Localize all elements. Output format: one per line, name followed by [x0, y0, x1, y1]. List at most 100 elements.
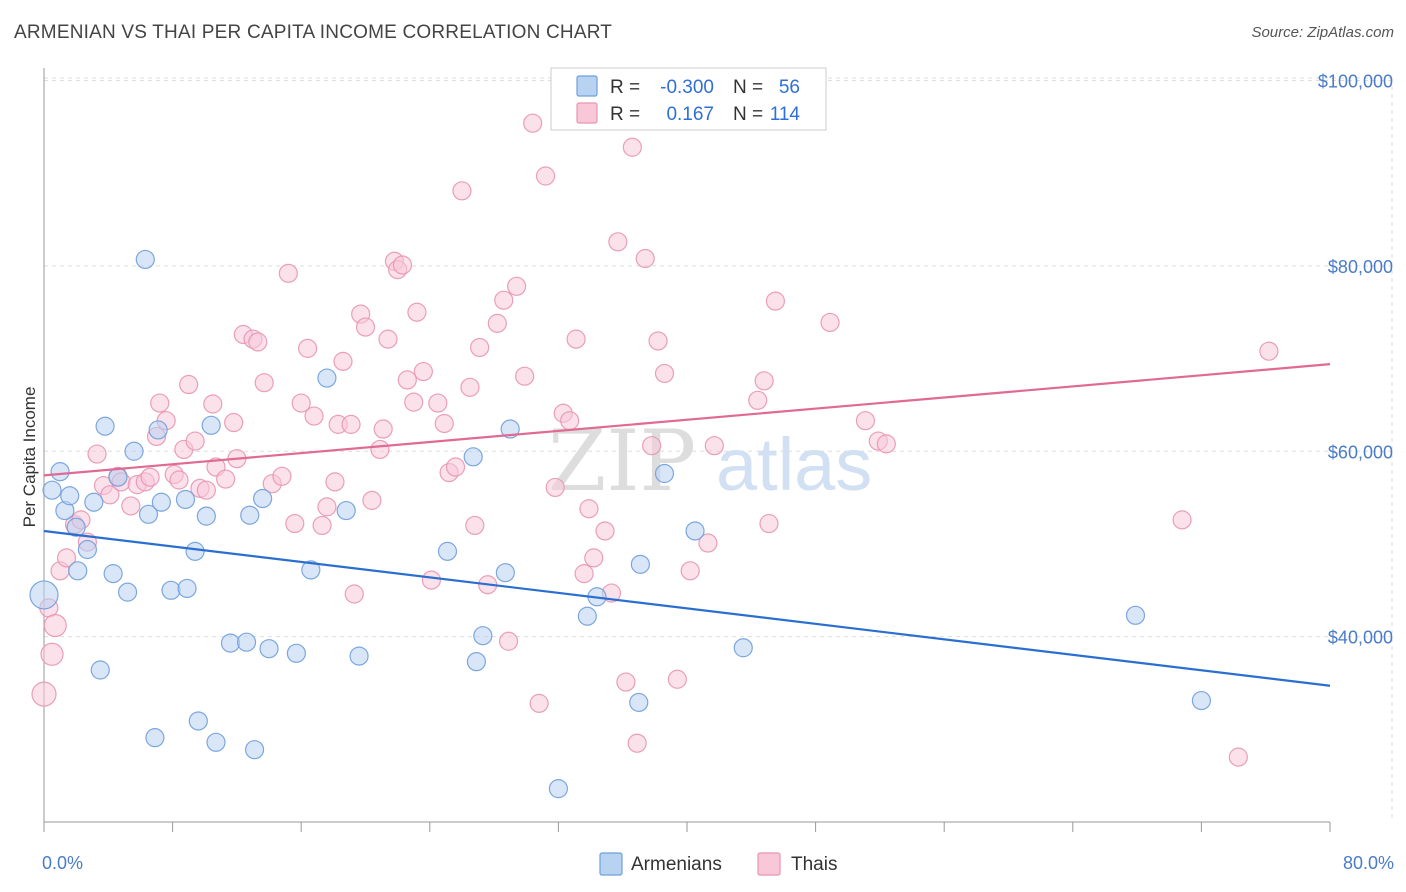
thais-trend-line: [43, 363, 1331, 477]
thais-point-72: [470, 337, 490, 358]
thais-point-59: [392, 255, 413, 275]
thais-point-53: [362, 490, 382, 510]
armenians-point-10: [95, 416, 115, 436]
thais-point-25: [185, 431, 205, 451]
thais-point-101: [698, 533, 718, 553]
thais-point-74: [487, 313, 507, 333]
thais-point-85: [566, 329, 586, 349]
thais-point-113: [1259, 341, 1279, 361]
armenians-point-7: [77, 539, 98, 560]
thais-point-2: [40, 642, 64, 666]
armenians-point-5: [66, 517, 86, 537]
armenians-point-2: [50, 462, 70, 482]
thais-point-105: [759, 513, 779, 534]
thais-point-48: [333, 351, 353, 371]
thais-point-78: [515, 366, 535, 386]
y-tick-label-3: $100,000: [1318, 72, 1393, 92]
source-label: Source: ZipAtlas.com: [1251, 24, 1394, 41]
armenians-point-21: [175, 489, 196, 510]
legend-thais-marker: [757, 852, 781, 876]
armenians-point-4: [60, 486, 80, 506]
legend-armenians-n-label: N =: [733, 77, 763, 98]
thais-point-76: [498, 631, 519, 651]
armenians-points: [29, 249, 1212, 799]
thais-point-93: [622, 137, 642, 157]
thais-point-68: [445, 457, 466, 477]
thais-point-52: [355, 317, 376, 337]
armenians-point-17: [145, 728, 165, 748]
y-tick-labels: $40,000 $60,000 $80,000 $100,000: [1318, 72, 1393, 648]
legend-thais-swatch: [576, 102, 598, 124]
armenians-point-27: [206, 732, 226, 752]
thais-point-96: [642, 436, 662, 456]
thais-point-82: [545, 477, 565, 498]
armenians-point-8: [84, 492, 104, 512]
thais-point-38: [272, 466, 292, 486]
y-tick-label-2: $80,000: [1328, 257, 1393, 277]
legend-armenians-swatch: [576, 75, 598, 97]
armenians-point-20: [161, 580, 181, 600]
thais-point-30: [216, 469, 236, 489]
thais-point-36: [254, 373, 274, 393]
armenians-point-29: [236, 632, 257, 652]
thais-point-50: [344, 584, 364, 604]
legend-armenians-label: Armenians: [631, 854, 722, 875]
thais-point-102: [704, 436, 724, 456]
thais-point-28: [203, 394, 223, 414]
armenians-point-52: [733, 638, 753, 658]
thais-point-75: [494, 290, 514, 310]
watermark-atlas: atlas: [716, 423, 872, 506]
thais-point-31: [224, 412, 244, 433]
thais-point-66: [434, 413, 454, 434]
thais-point-89: [595, 521, 615, 541]
armenians-point-14: [124, 441, 144, 461]
armenians-point-0: [29, 580, 59, 610]
armenians-point-37: [336, 500, 356, 521]
armenians-point-15: [135, 249, 155, 270]
legend-thais-n-label: N =: [733, 104, 763, 125]
thais-point-22: [169, 470, 189, 490]
watermark: ZIP atlas: [548, 412, 872, 510]
thais-point-108: [855, 411, 876, 431]
thais-point-60: [397, 370, 417, 390]
armenians-point-42: [473, 626, 493, 646]
armenians-point-26: [201, 415, 221, 435]
thais-point-11: [100, 485, 120, 505]
thais-point-95: [635, 248, 655, 269]
armenians-trend-line: [43, 529, 1331, 687]
thais-point-14: [121, 496, 141, 516]
thais-point-64: [421, 570, 442, 590]
armenians-point-54: [1191, 690, 1212, 711]
armenians-point-44: [500, 419, 520, 439]
armenians-point-32: [253, 488, 273, 509]
x-tick-labels: 0.0% 80.0%: [42, 853, 1394, 873]
thais-point-110: [876, 434, 896, 454]
armenians-point-45: [548, 779, 569, 799]
thais-point-71: [465, 515, 485, 536]
legend-armenians-r-value: -0.300: [660, 77, 714, 98]
thais-point-9: [87, 444, 107, 464]
armenians-point-41: [466, 652, 487, 672]
series-legend: Armenians Thais: [599, 852, 837, 876]
thais-point-87: [579, 499, 599, 519]
armenians-point-31: [244, 740, 265, 760]
armenians-point-28: [220, 633, 241, 653]
thais-point-99: [667, 669, 687, 689]
thais-point-70: [460, 377, 480, 397]
thais-point-5: [56, 548, 77, 568]
thais-point-97: [648, 331, 668, 351]
armenians-point-51: [685, 521, 705, 541]
thais-point-45: [317, 497, 337, 517]
armenians-point-18: [148, 420, 168, 440]
thais-point-103: [748, 390, 768, 410]
thais-point-44: [312, 515, 332, 536]
thais-point-63: [413, 361, 433, 382]
armenians-point-11: [103, 564, 123, 584]
thais-point-27: [196, 480, 216, 500]
armenians-point-50: [654, 463, 675, 484]
armenians-point-19: [151, 492, 171, 512]
armenians-point-38: [349, 646, 369, 666]
trend-lines: [43, 363, 1331, 687]
armenians-point-43: [495, 563, 515, 583]
thais-point-92: [616, 672, 636, 692]
